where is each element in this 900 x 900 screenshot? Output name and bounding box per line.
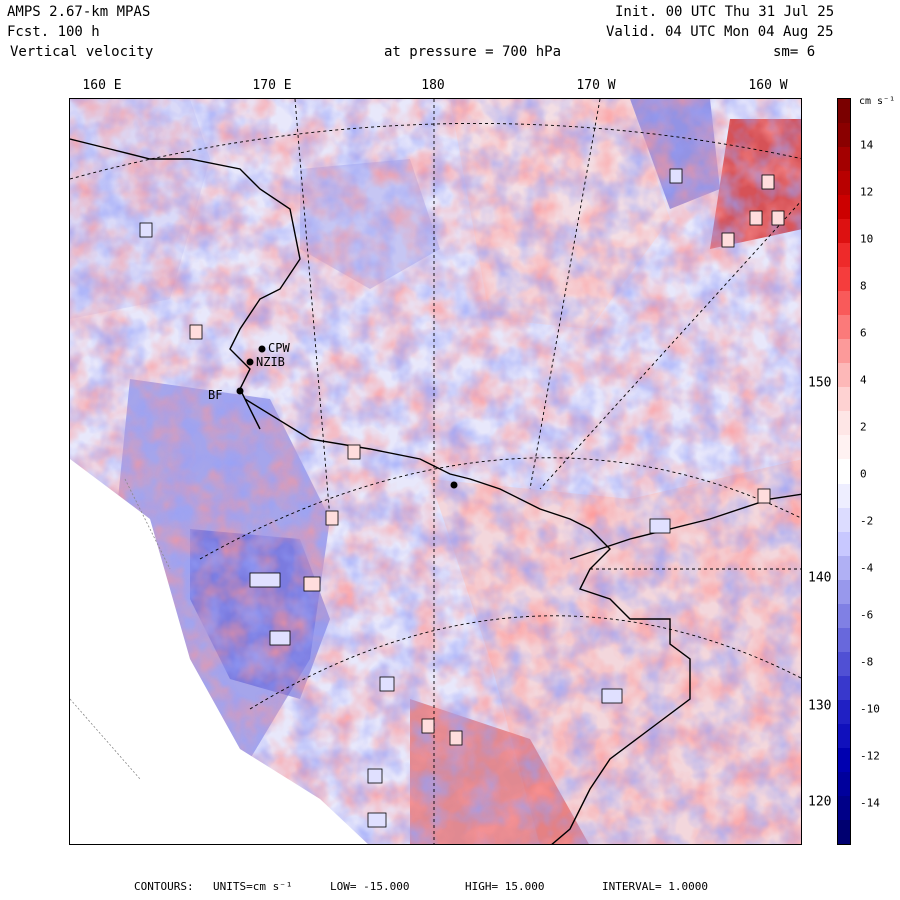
station-label-nzib: NZIB (256, 355, 285, 369)
colorbar-swatch (838, 483, 850, 508)
off-domain-area (70, 459, 368, 844)
colorbar-swatch (838, 459, 850, 484)
colorbar-tick-label: 4 (860, 373, 867, 387)
colorbar (837, 98, 851, 845)
colorbar-tick-label: -12 (860, 749, 880, 763)
colorbar-tick-label: 2 (860, 420, 867, 434)
coastline (70, 138, 801, 844)
colorbar-tick-label: -10 (860, 702, 880, 716)
init-time: Init. 00 UTC Thu 31 Jul 25 (615, 4, 835, 20)
lon-label-180: 180 (421, 78, 445, 93)
colorbar-tick-label: 12 (860, 185, 874, 199)
lon-label-160w: 160 W (748, 78, 788, 93)
extrema-labels (139, 168, 785, 828)
colorbar-swatch (838, 171, 850, 196)
graticule (70, 99, 801, 844)
colorbar-swatch (838, 339, 850, 364)
colorbar-swatch (838, 819, 850, 844)
colorbar-swatch (838, 267, 850, 292)
colorbar-swatch (838, 747, 850, 772)
colorbar-swatch (838, 387, 850, 412)
lon-label-170w: 170 W (576, 78, 616, 93)
colorbar-swatch (838, 243, 850, 268)
colorbar-tick-label: 10 (860, 232, 874, 246)
colorbar-swatch (838, 723, 850, 748)
footer-contours-label: CONTOURS: (134, 880, 194, 893)
footer-units: UNITS=cm s⁻¹ (213, 880, 293, 893)
colorbar-tick-label: 0 (860, 467, 867, 481)
lon-label-160e: 160 E (82, 78, 122, 93)
station-label-bf: BF (208, 388, 223, 402)
colorbar-tick-label: -8 (860, 655, 874, 669)
footer-high: HIGH= 15.000 (465, 880, 545, 893)
field-name: Vertical velocity (10, 44, 154, 60)
model-title: AMPS 2.67-km MPAS (7, 4, 151, 20)
colorbar-tick-label: -4 (860, 561, 874, 575)
colorbar-tick-label: -2 (860, 514, 874, 528)
colorbar-swatch (838, 99, 850, 124)
colorbar-swatch (838, 675, 850, 700)
colorbar-swatch (838, 531, 850, 556)
colorbar-swatch (838, 219, 850, 244)
colorbar-swatch (838, 555, 850, 580)
colorbar-swatch (838, 795, 850, 820)
colorbar-swatch (838, 363, 850, 388)
colorbar-swatch (838, 579, 850, 604)
colorbar-swatch (838, 123, 850, 148)
colorbar-swatch (838, 411, 850, 436)
colorbar-tick-label: 8 (860, 279, 867, 293)
station-markers (236, 345, 458, 489)
colorbar-swatch (838, 291, 850, 316)
lon-label-170e: 170 E (252, 78, 292, 93)
colorbar-units: cm s⁻¹ (859, 96, 896, 107)
station-label-cpw: CPW (268, 341, 290, 355)
colorbar-swatch (838, 771, 850, 796)
colorbar-swatch (838, 627, 850, 652)
colorbar-swatch (838, 147, 850, 172)
forecast-hour: Fcst. 100 h (7, 24, 100, 40)
pressure-level: at pressure = 700 hPa (384, 44, 562, 60)
colorbar-swatch (838, 699, 850, 724)
footer-interval: INTERVAL= 1.0000 (602, 880, 708, 893)
valid-time: Valid. 04 UTC Mon 04 Aug 25 (606, 24, 834, 40)
colorbar-tick-label: 14 (860, 138, 874, 152)
colorbar-swatch (838, 315, 850, 340)
vertical-velocity-map (70, 99, 801, 844)
colorbar-tick-label: -14 (860, 796, 880, 810)
colorbar-swatch (838, 195, 850, 220)
smoothing: sm= 6 (773, 44, 816, 60)
colorbar-swatch (838, 651, 850, 676)
map-plot: CPW NZIB BF (69, 98, 802, 845)
footer-low: LOW= -15.000 (330, 880, 410, 893)
colorbar-swatch (838, 435, 850, 460)
colorbar-tick-label: 6 (860, 326, 867, 340)
colorbar-swatch (838, 603, 850, 628)
colorbar-swatch (838, 507, 850, 532)
colorbar-tick-label: -6 (860, 608, 874, 622)
